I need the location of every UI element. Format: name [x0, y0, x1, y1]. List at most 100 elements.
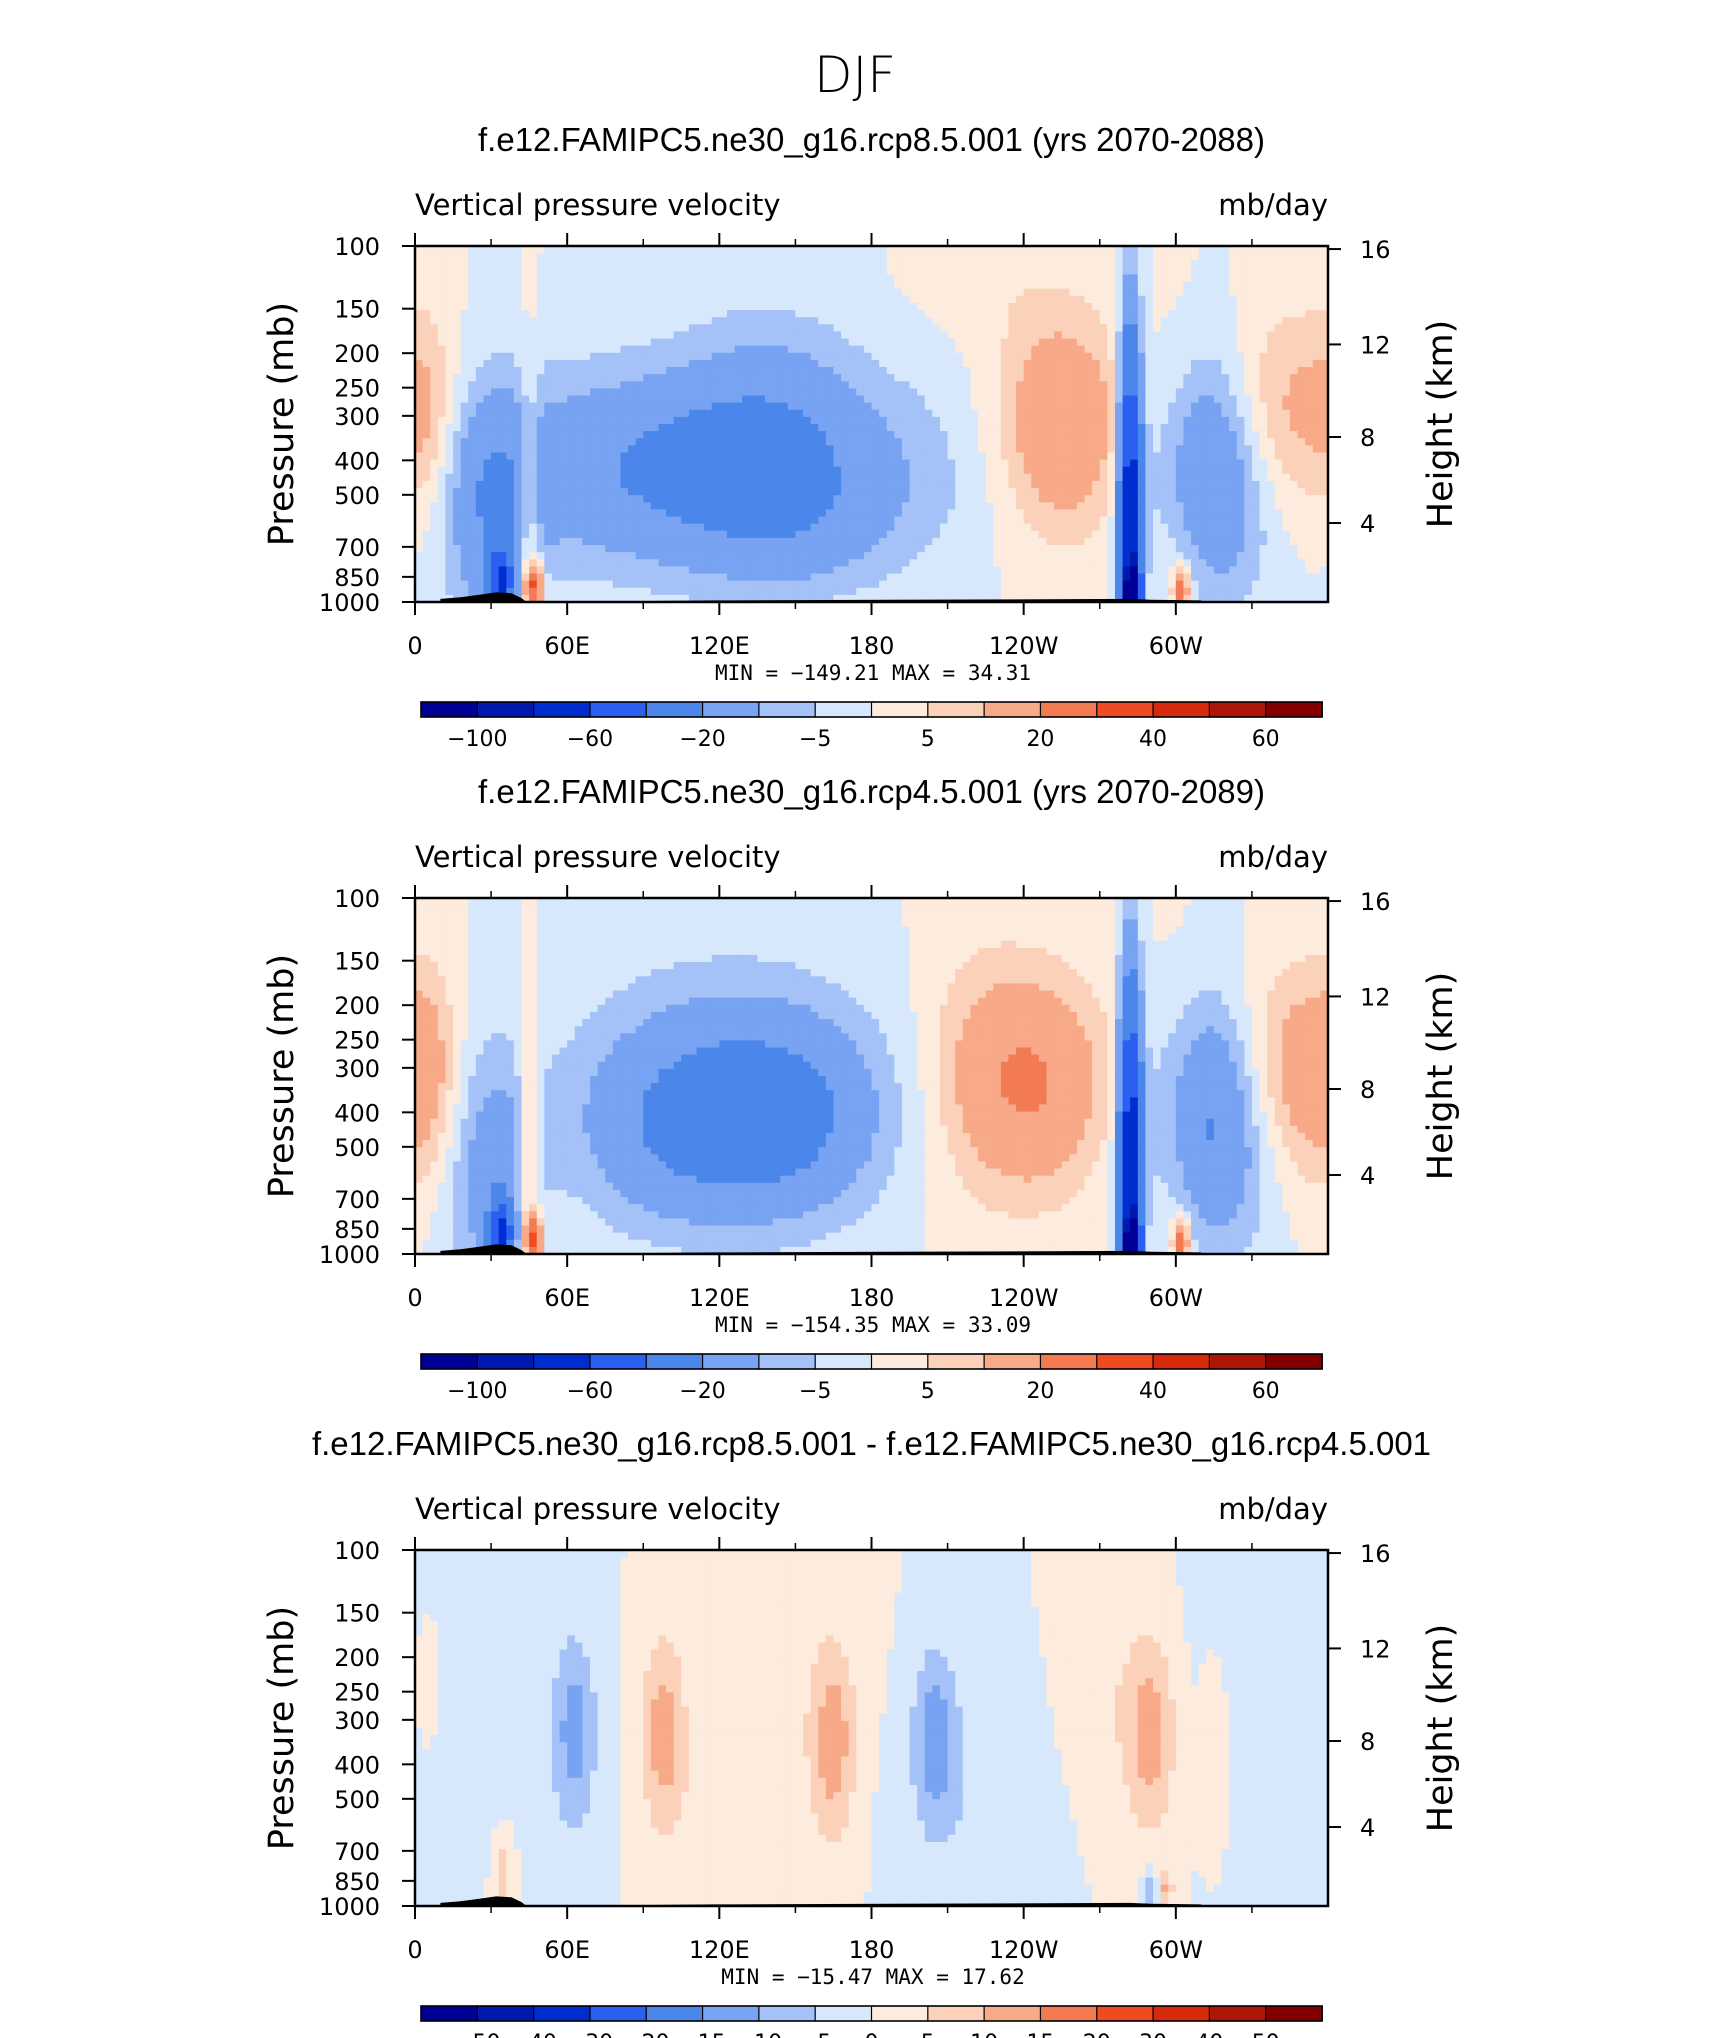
contour-cell [559, 295, 568, 304]
contour-cell [879, 502, 888, 511]
contour-cell [1122, 267, 1131, 276]
contour-cell [711, 246, 720, 254]
contour-cell [1175, 516, 1185, 525]
contour-cell [1229, 409, 1238, 418]
contour-cell [1016, 452, 1025, 461]
contour-cell [787, 502, 797, 511]
contour-cell [628, 480, 637, 489]
contour-cell [605, 416, 614, 425]
contour-cell [886, 367, 895, 375]
contour-cell [673, 416, 682, 425]
contour-cell [453, 374, 462, 382]
contour-cell [909, 431, 918, 439]
contour-cell [422, 388, 431, 397]
contour-cell [1312, 359, 1321, 368]
contour-cell [833, 459, 842, 468]
contour-cell [513, 381, 523, 389]
contour-cell [993, 260, 1002, 268]
contour-cell [1251, 459, 1261, 468]
contour-cell [1099, 288, 1108, 297]
contour-cell [1137, 288, 1146, 297]
contour-cell [567, 246, 576, 254]
contour-cell [711, 409, 720, 418]
contour-cell [871, 488, 880, 496]
contour-cell [1267, 445, 1276, 454]
contour-cell [1168, 246, 1177, 254]
contour-cell [1160, 267, 1169, 276]
contour-cell [453, 288, 462, 297]
contour-cell [574, 253, 583, 261]
contour-cell [491, 488, 500, 496]
contour-cell [1274, 488, 1283, 496]
contour-cell [749, 488, 758, 496]
contour-cell [544, 374, 553, 382]
contour-cell [818, 324, 827, 333]
contour-cell [491, 374, 500, 382]
contour-cell [726, 345, 736, 354]
contour-cell [506, 345, 515, 354]
contour-cell [1282, 445, 1291, 454]
contour-cell [498, 537, 507, 546]
contour-cell [437, 388, 447, 397]
contour-cell [749, 509, 758, 518]
contour-cell [993, 523, 1002, 532]
contour-cell [415, 509, 424, 518]
contour-cell [1054, 452, 1063, 461]
contour-cell [574, 502, 583, 511]
contour-cell [491, 267, 500, 276]
contour-cell [1107, 424, 1116, 432]
contour-cell [795, 502, 804, 511]
contour-cell [1221, 246, 1230, 254]
contour-cell [749, 466, 758, 475]
contour-cell [1061, 459, 1070, 468]
contour-cell [985, 480, 994, 489]
contour-cell [1160, 523, 1169, 532]
contour-cell [688, 445, 698, 454]
contour-cell [749, 281, 758, 290]
contour-cell [749, 424, 758, 432]
contour-cell [1130, 352, 1139, 361]
contour-cell [1046, 495, 1055, 503]
contour-cell [1038, 409, 1048, 418]
contour-cell [453, 452, 462, 461]
contour-cell [551, 345, 561, 354]
contour-cell [947, 466, 956, 475]
contour-cell [917, 302, 926, 311]
contour-cell [879, 295, 888, 304]
contour-cell [962, 466, 972, 475]
contour-cell [1084, 431, 1093, 439]
contour-cell [589, 473, 599, 482]
contour-cell [772, 395, 781, 404]
contour-cell [780, 488, 789, 496]
contour-cell [879, 288, 888, 297]
contour-cell [1114, 267, 1124, 276]
contour-cell [1251, 523, 1261, 532]
contour-cell [415, 274, 424, 283]
contour-cell [871, 381, 880, 389]
contour-cell [901, 310, 911, 318]
contour-cell [1137, 352, 1146, 361]
contour-cell [1153, 488, 1162, 496]
contour-cell [1175, 359, 1185, 368]
contour-cell [704, 388, 713, 397]
contour-cell [1198, 260, 1207, 268]
contour-cell [1297, 424, 1306, 432]
contour-cell [1107, 295, 1116, 304]
contour-cell [757, 445, 766, 454]
contour-cell [1031, 388, 1040, 397]
contour-cell [605, 424, 614, 432]
contour-cell [871, 466, 880, 475]
contour-cell [772, 488, 781, 496]
contour-cell [582, 324, 591, 333]
contour-cell [1114, 516, 1124, 525]
contour-cell [544, 495, 553, 503]
contour-cell [498, 395, 507, 404]
contour-cell [468, 381, 477, 389]
contour-cell [1305, 431, 1314, 439]
contour-cell [1175, 466, 1185, 475]
contour-cell [430, 530, 439, 539]
contour-cell [628, 388, 637, 397]
contour-cell [1229, 381, 1238, 389]
contour-cell [1198, 381, 1207, 389]
contour-cell [757, 374, 766, 382]
